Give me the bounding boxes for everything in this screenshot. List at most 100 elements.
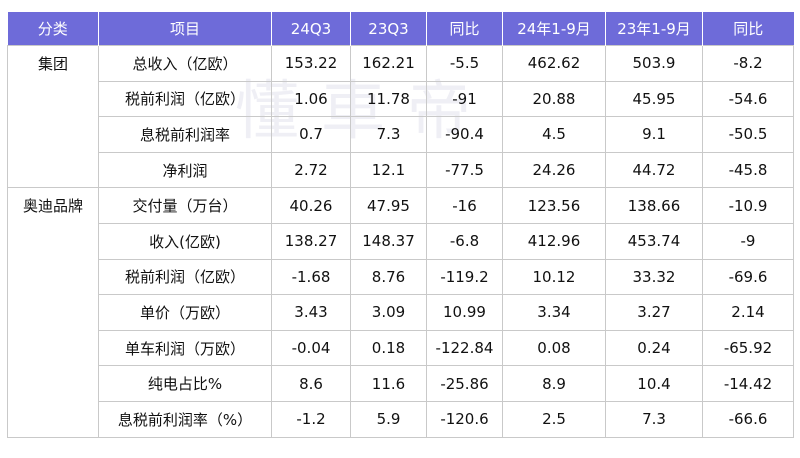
header-item: 项目 — [98, 12, 272, 46]
value-cell: -6.8 — [426, 222, 503, 260]
value-cell: 412.96 — [502, 222, 606, 260]
header-23q3: 23Q3 — [350, 12, 427, 46]
value-cell: -45.8 — [702, 151, 794, 189]
financial-table: 分类 项目 24Q3 23Q3 同比 24年1-9月 23年1-9月 同比 集团… — [7, 12, 794, 438]
value-cell: 1.06 — [271, 80, 351, 118]
category-cell — [7, 116, 99, 153]
value-cell: -65.92 — [702, 329, 794, 367]
value-cell: 0.08 — [502, 329, 606, 367]
value-cell: -16 — [426, 187, 503, 224]
value-cell: 138.66 — [605, 187, 703, 224]
value-cell: -90.4 — [426, 116, 503, 153]
item-cell: 单价（万欧） — [98, 294, 272, 331]
item-cell: 税前利润（亿欧） — [98, 258, 272, 296]
value-cell: 3.09 — [350, 294, 427, 331]
value-cell: 10.4 — [605, 365, 703, 402]
value-cell: -8.2 — [702, 45, 794, 82]
value-cell: -77.5 — [426, 151, 503, 189]
value-cell: -122.84 — [426, 329, 503, 367]
value-cell: 3.34 — [502, 294, 606, 331]
value-cell: 45.95 — [605, 80, 703, 118]
value-cell: -91 — [426, 80, 503, 118]
category-cell: 集团 — [7, 45, 99, 82]
table-row: 集团 总收入（亿欧） 153.22 162.21 -5.5 462.62 503… — [7, 45, 794, 82]
value-cell: -10.9 — [702, 187, 794, 224]
header-23-ytd: 23年1-9月 — [605, 12, 703, 46]
value-cell: 2.72 — [271, 151, 351, 189]
value-cell: 453.74 — [605, 222, 703, 260]
value-cell: 462.62 — [502, 45, 606, 82]
value-cell: 40.26 — [271, 187, 351, 224]
value-cell: -25.86 — [426, 365, 503, 402]
item-cell: 单车利润（万欧） — [98, 329, 272, 367]
value-cell: 33.32 — [605, 258, 703, 296]
value-cell: 3.27 — [605, 294, 703, 331]
item-cell: 净利润 — [98, 151, 272, 189]
table-row: 单车利润（万欧） -0.04 0.18 -122.84 0.08 0.24 -6… — [7, 329, 794, 367]
item-cell: 息税前利润率 — [98, 116, 272, 153]
value-cell: 8.9 — [502, 365, 606, 402]
item-cell: 总收入（亿欧） — [98, 45, 272, 82]
value-cell: 123.56 — [502, 187, 606, 224]
table-row: 税前利润（亿欧） -1.68 8.76 -119.2 10.12 33.32 -… — [7, 258, 794, 296]
value-cell: 10.99 — [426, 294, 503, 331]
value-cell: 20.88 — [502, 80, 606, 118]
value-cell: 2.5 — [502, 400, 606, 438]
category-cell — [7, 294, 99, 331]
header-24q3: 24Q3 — [271, 12, 351, 46]
table-row: 息税前利润率 0.7 7.3 -90.4 4.5 9.1 -50.5 — [7, 116, 794, 153]
value-cell: 9.1 — [605, 116, 703, 153]
item-cell: 息税前利润率（%） — [98, 400, 272, 438]
value-cell: -66.6 — [702, 400, 794, 438]
value-cell: -120.6 — [426, 400, 503, 438]
table-row: 息税前利润率（%） -1.2 5.9 -120.6 2.5 7.3 -66.6 — [7, 400, 794, 438]
table-row: 税前利润（亿欧） 1.06 11.78 -91 20.88 45.95 -54.… — [7, 80, 794, 118]
value-cell: 8.76 — [350, 258, 427, 296]
value-cell: 44.72 — [605, 151, 703, 189]
header-yoy-quarter: 同比 — [426, 12, 503, 46]
value-cell: 10.12 — [502, 258, 606, 296]
category-cell — [7, 401, 99, 438]
value-cell: -9 — [702, 222, 794, 260]
value-cell: 138.27 — [271, 222, 351, 260]
value-cell: 2.14 — [702, 294, 794, 331]
item-cell: 收入(亿欧) — [98, 222, 272, 260]
page: 懂車帝 分类 项目 24Q3 23Q3 同比 24年1-9月 23年1-9月 同… — [0, 12, 800, 458]
category-cell — [7, 152, 99, 189]
header-24-ytd: 24年1-9月 — [502, 12, 606, 46]
table-row: 收入(亿欧) 138.27 148.37 -6.8 412.96 453.74 … — [7, 222, 794, 260]
header-row: 分类 项目 24Q3 23Q3 同比 24年1-9月 23年1-9月 同比 — [7, 12, 794, 46]
value-cell: -54.6 — [702, 80, 794, 118]
value-cell: 11.78 — [350, 80, 427, 118]
table-row: 净利润 2.72 12.1 -77.5 24.26 44.72 -45.8 — [7, 151, 794, 189]
value-cell: -1.2 — [271, 400, 351, 438]
item-cell: 纯电占比% — [98, 365, 272, 402]
header-category: 分类 — [7, 12, 99, 46]
value-cell: 7.3 — [605, 400, 703, 438]
value-cell: 0.7 — [271, 116, 351, 153]
item-cell: 交付量（万台） — [98, 187, 272, 224]
value-cell: 3.43 — [271, 294, 351, 331]
value-cell: 153.22 — [271, 45, 351, 82]
value-cell: 148.37 — [350, 222, 427, 260]
value-cell: 11.6 — [350, 365, 427, 402]
category-cell — [7, 259, 99, 295]
category-cell — [7, 223, 99, 260]
header-yoy-ytd: 同比 — [702, 12, 794, 46]
table-row: 单价（万欧） 3.43 3.09 10.99 3.34 3.27 2.14 — [7, 294, 794, 331]
value-cell: -1.68 — [271, 258, 351, 296]
value-cell: 4.5 — [502, 116, 606, 153]
category-cell — [7, 330, 99, 366]
value-cell: 5.9 — [350, 400, 427, 438]
value-cell: -5.5 — [426, 45, 503, 82]
table-row: 纯电占比% 8.6 11.6 -25.86 8.9 10.4 -14.42 — [7, 365, 794, 402]
value-cell: 47.95 — [350, 187, 427, 224]
value-cell: -69.6 — [702, 258, 794, 296]
value-cell: 162.21 — [350, 45, 427, 82]
value-cell: 503.9 — [605, 45, 703, 82]
value-cell: -50.5 — [702, 116, 794, 153]
value-cell: -14.42 — [702, 365, 794, 402]
value-cell: -0.04 — [271, 329, 351, 367]
category-cell — [7, 81, 99, 117]
table-row: 奥迪品牌 交付量（万台） 40.26 47.95 -16 123.56 138.… — [7, 187, 794, 224]
